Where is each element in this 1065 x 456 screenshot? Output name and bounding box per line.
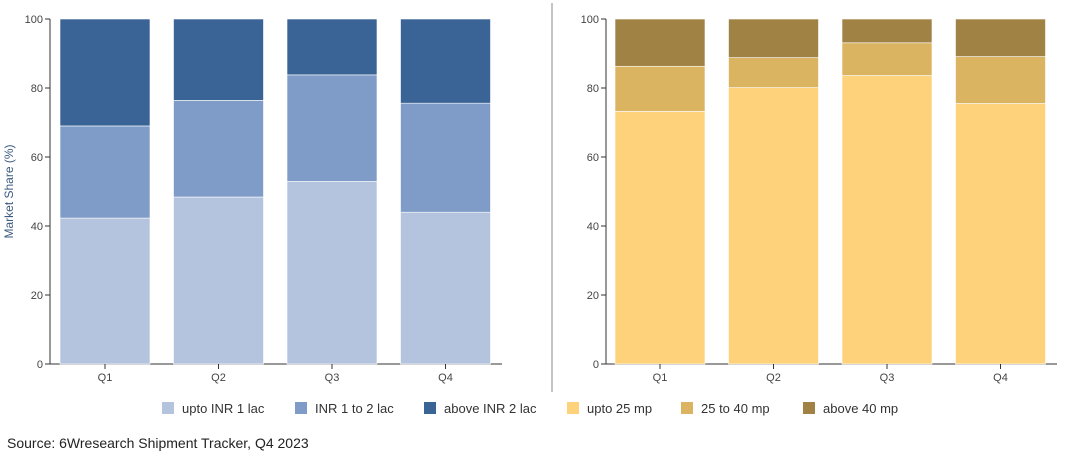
x-tick-label: Q3 [880, 372, 895, 384]
x-tick-label: Q4 [993, 372, 1008, 384]
x-tick-label: Q1 [653, 372, 668, 384]
y-tick-label: 40 [31, 221, 43, 233]
legend-swatch [424, 402, 436, 414]
y-tick-label: 100 [581, 14, 599, 26]
y-tick-label: 20 [587, 290, 599, 302]
bar-q2-series-2 [173, 100, 264, 198]
bar-q1-series-2 [59, 125, 151, 219]
legend: upto INR 1 lac INR 1 to 2 lac above INR 2 … [162, 401, 898, 416]
legend-label: above 40 mp [823, 401, 898, 416]
legend-swatch [567, 402, 579, 414]
legend-label: upto 25 mp [587, 401, 652, 416]
x-tick-label: Q2 [766, 372, 781, 384]
legend-label: upto INR 1 lac [182, 401, 265, 416]
bar-q3-series-2 [841, 42, 933, 76]
bar-q1-series-2 [614, 65, 706, 112]
legend-swatch [681, 402, 693, 414]
x-tick-label: Q1 [98, 372, 113, 384]
bar-q2-series-3 [728, 18, 819, 58]
bar-q4-series-1 [955, 103, 1046, 365]
source-note: Source: 6Wresearch Shipment Tracker, Q4 … [7, 435, 309, 451]
bar-q4-series-3 [400, 18, 491, 104]
bar-q3-series-3 [286, 18, 378, 76]
right-chart-panel: 0 20 40 60 80 100 Q1 Q2 Q3 Q4 [581, 14, 1057, 384]
bar-q1-series-1 [614, 111, 706, 365]
legend-label: 25 to 40 mp [701, 401, 770, 416]
bar-q4-series-2 [955, 56, 1046, 104]
y-tick-label: 20 [31, 290, 43, 302]
bar-q3-series-1 [841, 75, 933, 365]
y-tick-label: 60 [587, 152, 599, 164]
y-tick-label: 40 [587, 221, 599, 233]
x-tick-label: Q4 [438, 372, 453, 384]
bar-q3-series-3 [841, 18, 933, 44]
bar-q2-series-1 [728, 87, 819, 365]
x-tick-label: Q3 [325, 372, 340, 384]
bar-q1-series-3 [59, 18, 151, 127]
bar-q4-series-3 [955, 18, 1046, 57]
bar-q1-series-1 [59, 217, 151, 365]
bar-q1-series-3 [614, 18, 706, 67]
y-axis-title: Market Share (%) [2, 144, 16, 238]
y-tick-label: 0 [593, 359, 599, 371]
y-tick-label: 60 [31, 152, 43, 164]
y-tick-label: 0 [37, 359, 43, 371]
y-tick-label: 100 [25, 14, 43, 26]
bar-q3-series-2 [286, 74, 378, 182]
legend-swatch [162, 402, 174, 414]
legend-swatch [803, 402, 815, 414]
legend-swatch [295, 402, 307, 414]
y-tick-label: 80 [31, 83, 43, 95]
bar-q2-series-1 [173, 196, 264, 365]
bar-q4-series-1 [400, 211, 491, 365]
x-tick-label: Q2 [211, 372, 226, 384]
legend-label: above INR 2 lac [444, 401, 537, 416]
bar-q3-series-1 [286, 181, 378, 365]
y-tick-label: 80 [587, 83, 599, 95]
bar-q2-series-3 [173, 18, 264, 101]
legend-label: INR 1 to 2 lac [315, 401, 394, 416]
bar-q4-series-2 [400, 102, 491, 213]
chart-canvas: 0 20 40 60 80 100 Market Share (%) Q1 Q2 Q3 Q4 0 20… [2, 3, 1057, 416]
left-chart-panel: 0 20 40 60 80 100 Market Share (%) Q1 Q2 Q3 Q4 [2, 14, 502, 384]
bar-q2-series-2 [728, 57, 819, 88]
